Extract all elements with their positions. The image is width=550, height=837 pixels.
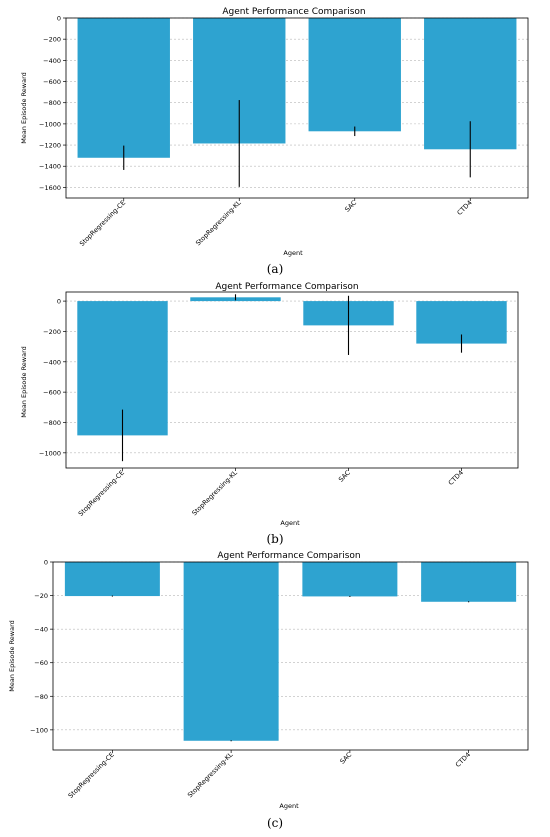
x-tick-label: StopRegressing-KL [186, 750, 235, 799]
axes-frame [65, 17, 529, 199]
plot-area: 0 −20 −40 −60 −80 −100 StopRegressing-CE StopRe… [30, 559, 529, 800]
x-tick-label: SAC [337, 468, 352, 483]
panel-label: (c) [267, 816, 283, 830]
y-tick-label: −1400 [39, 163, 61, 171]
bar [64, 562, 160, 597]
plot-area: 0 −200 −400 −600 −800 −1000 −1200 −1400 −1600 Sto… [39, 15, 529, 248]
chart-title: Agent Performance Comparison [222, 7, 365, 17]
x-tick-label: StopRegressing-CE [67, 751, 116, 800]
y-tick-label: −1000 [39, 449, 61, 457]
x-tick-label: SAC [343, 198, 358, 213]
bar [421, 562, 517, 602]
chart-b: Agent Performance Comparison 0 −200 −400 −6… [20, 282, 519, 546]
x-tick-label: StopRegressing-KL [194, 198, 243, 247]
y-tick-label: −100 [30, 726, 48, 734]
x-tick-label: CTD4 [447, 469, 465, 487]
y-axis-label: Mean Episode Reward [8, 620, 16, 692]
bar [183, 562, 279, 741]
y-tick-label: 0 [57, 298, 61, 306]
y-tick-label: −200 [43, 328, 61, 336]
y-tick-label: −1200 [39, 142, 61, 150]
y-tick-label: −20 [34, 592, 48, 600]
axes-frame [52, 561, 529, 751]
y-tick-label: −600 [43, 389, 61, 397]
y-tick-label: −200 [43, 36, 61, 44]
bar [302, 562, 398, 597]
x-tick-label: StopRegressing-CE [77, 469, 126, 518]
panel-label: (b) [266, 532, 283, 546]
x-tick-label: CTD4 [456, 199, 474, 217]
y-tick-label: −80 [34, 693, 48, 701]
y-tick-label: −60 [34, 659, 48, 667]
y-tick-label: −800 [43, 99, 61, 107]
panel-label: (a) [267, 262, 284, 276]
y-tick-label: −40 [34, 626, 48, 634]
y-tick-label: −1000 [39, 120, 61, 128]
y-tick-label: −1600 [39, 184, 61, 192]
y-tick-label: 0 [44, 559, 48, 567]
x-tick-label: StopRegressing-KL [190, 468, 239, 517]
y-axis-label: Mean Episode Reward [20, 72, 28, 144]
bar [308, 18, 401, 132]
x-tick-label: CTD4 [454, 751, 472, 769]
x-axis-label: Agent [280, 519, 300, 527]
chart-c: Agent Performance Comparison 0 −20 −40 −60 −… [8, 551, 529, 830]
y-tick-label: −400 [43, 358, 61, 366]
x-tick-label: StopRegressing-CE [78, 199, 127, 248]
chart-title: Agent Performance Comparison [217, 551, 360, 561]
axes-frame [65, 291, 519, 469]
chart-title: Agent Performance Comparison [215, 282, 358, 292]
x-tick-label: SAC [338, 750, 353, 765]
x-axis-label: Agent [279, 802, 299, 810]
plot-area: 0 −200 −400 −600 −800 −1000 StopRegressing-CE S… [39, 291, 519, 518]
x-axis-label: Agent [283, 249, 303, 257]
y-tick-label: 0 [57, 15, 61, 23]
y-axis-label: Mean Episode Reward [20, 346, 28, 418]
y-tick-label: −400 [43, 57, 61, 65]
y-tick-label: −600 [43, 78, 61, 86]
chart-a: Agent Performance Comparison 0 −200 −400 −6… [20, 7, 529, 276]
y-tick-label: −800 [43, 419, 61, 427]
bar [77, 18, 170, 158]
